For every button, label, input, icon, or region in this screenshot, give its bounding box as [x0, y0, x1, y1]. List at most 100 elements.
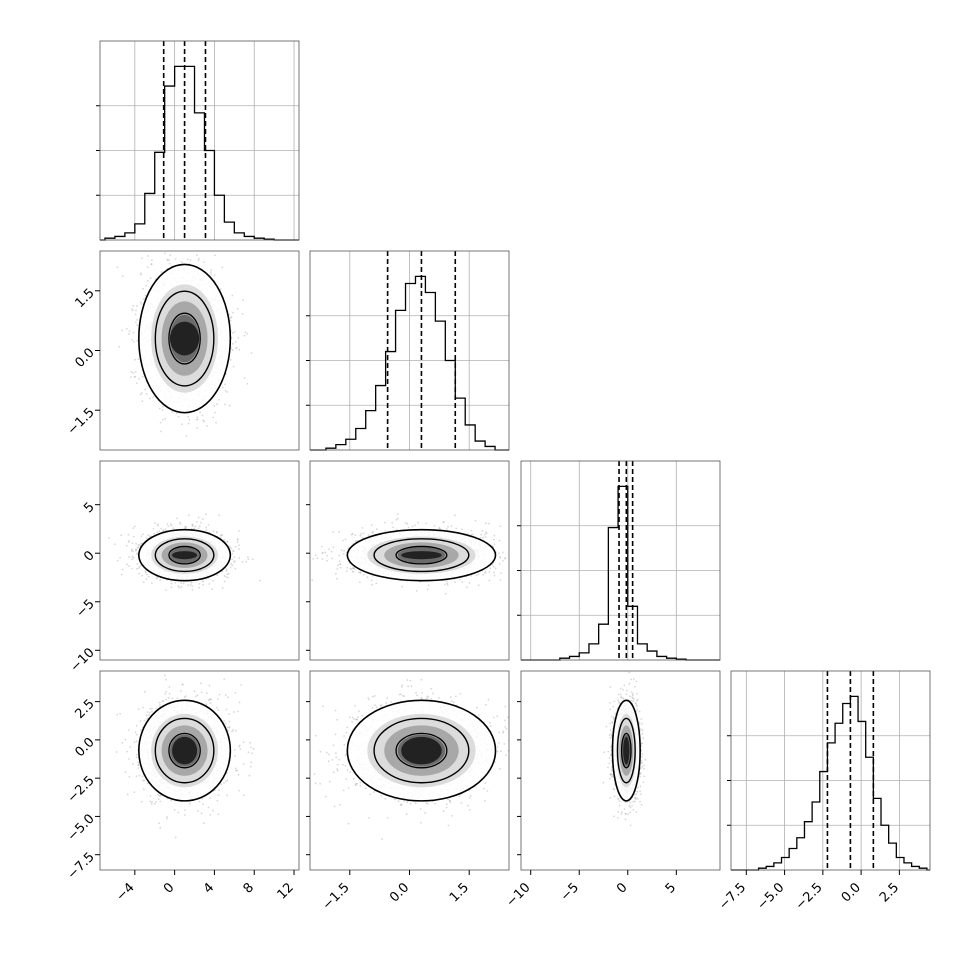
scatter-point — [367, 534, 370, 536]
scatter-point — [141, 574, 144, 577]
scatter-point — [198, 586, 200, 589]
scatter-point — [127, 333, 130, 335]
scatter-point — [135, 321, 137, 324]
scatter-point — [140, 272, 142, 275]
scatter-point — [144, 294, 147, 297]
scatter-point — [370, 579, 373, 582]
scatter-point — [218, 514, 221, 517]
scatter-point — [167, 525, 170, 528]
scatter-point — [136, 568, 138, 570]
scatter-point — [493, 571, 495, 574]
scatter-point — [145, 578, 148, 581]
histogram-step — [521, 485, 720, 661]
scatter-point — [225, 568, 228, 571]
scatter-point — [196, 418, 199, 421]
scatter-point — [125, 544, 128, 547]
scatter-point — [231, 558, 234, 561]
scatter-point — [136, 324, 139, 327]
scatter-point — [136, 339, 139, 342]
scatter-point — [187, 416, 190, 418]
scatter-point — [191, 588, 194, 591]
scatter-point — [226, 541, 229, 543]
scatter-point — [187, 422, 190, 425]
scatter-point — [142, 533, 144, 535]
scatter-point — [233, 560, 236, 563]
scatter-point — [224, 403, 226, 406]
scatter-point — [156, 576, 159, 579]
scatter-point — [228, 404, 231, 407]
scatter-point — [454, 581, 456, 583]
scatter-point — [232, 311, 235, 314]
scatter-point — [433, 525, 436, 527]
scatter-point — [129, 376, 132, 378]
scatter-point — [179, 523, 182, 526]
scatter-point — [189, 259, 192, 261]
scatter-point — [159, 421, 162, 424]
scatter-point — [120, 573, 123, 576]
scatter-point — [175, 412, 178, 415]
scatter-point — [358, 571, 360, 574]
scatter-point — [401, 585, 403, 588]
scatter-point — [132, 527, 135, 529]
scatter-point — [142, 287, 145, 290]
scatter-point — [234, 545, 237, 548]
scatter-point — [251, 558, 254, 561]
scatter-point — [138, 544, 141, 546]
scatter-point — [159, 248, 161, 250]
scatter-content — [311, 513, 507, 595]
scatter-point — [151, 582, 153, 584]
scatter-point — [492, 565, 495, 568]
scatter-point — [135, 382, 138, 385]
scatter-point — [232, 342, 234, 345]
scatter-point — [330, 550, 333, 553]
scatter-point — [238, 544, 240, 547]
scatter-point — [483, 533, 486, 536]
scatter-point — [230, 562, 233, 565]
scatter-point — [131, 542, 134, 544]
scatter-point — [224, 383, 227, 386]
scatter-point — [132, 304, 135, 307]
scatter-point — [146, 266, 149, 269]
scatter-point — [384, 530, 387, 533]
histogram-panel-0 — [96, 40, 300, 241]
scatter-point — [149, 397, 151, 400]
scatter-point — [225, 576, 227, 578]
scatter-point — [145, 537, 148, 539]
scatter-point — [135, 548, 138, 551]
scatter-point — [135, 309, 137, 312]
scatter-panel-0-1 — [99, 236, 300, 451]
scatter-point — [340, 549, 343, 551]
scatter-point — [212, 236, 214, 238]
scatter-point — [236, 308, 239, 310]
scatter-point — [502, 560, 504, 562]
scatter-point — [415, 590, 418, 592]
scatter-point — [131, 549, 133, 552]
scatter-point — [132, 557, 135, 559]
scatter-point — [487, 522, 490, 525]
scatter-point — [180, 261, 183, 263]
scatter-point — [113, 543, 116, 546]
scatter-point — [391, 521, 394, 524]
scatter-point — [362, 532, 365, 534]
scatter-point — [246, 382, 249, 385]
scatter-point — [226, 573, 229, 575]
scatter-point — [221, 266, 224, 269]
scatter-point — [359, 581, 361, 584]
scatter-point — [138, 377, 141, 380]
scatter-point — [485, 522, 487, 525]
scatter-point — [417, 521, 419, 524]
scatter-point — [332, 546, 335, 549]
scatter-point — [338, 530, 340, 533]
scatter-point — [229, 317, 232, 319]
scatter-point — [147, 279, 149, 282]
scatter-point — [205, 526, 208, 529]
scatter-point — [226, 391, 229, 393]
scatter-point — [498, 552, 500, 555]
scatter-point — [116, 266, 119, 269]
scatter-point — [140, 303, 143, 305]
scatter-point — [231, 564, 234, 567]
scatter-point — [235, 347, 238, 350]
scatter-point — [132, 550, 135, 553]
scatter-point — [140, 273, 143, 276]
scatter-point — [202, 583, 205, 586]
